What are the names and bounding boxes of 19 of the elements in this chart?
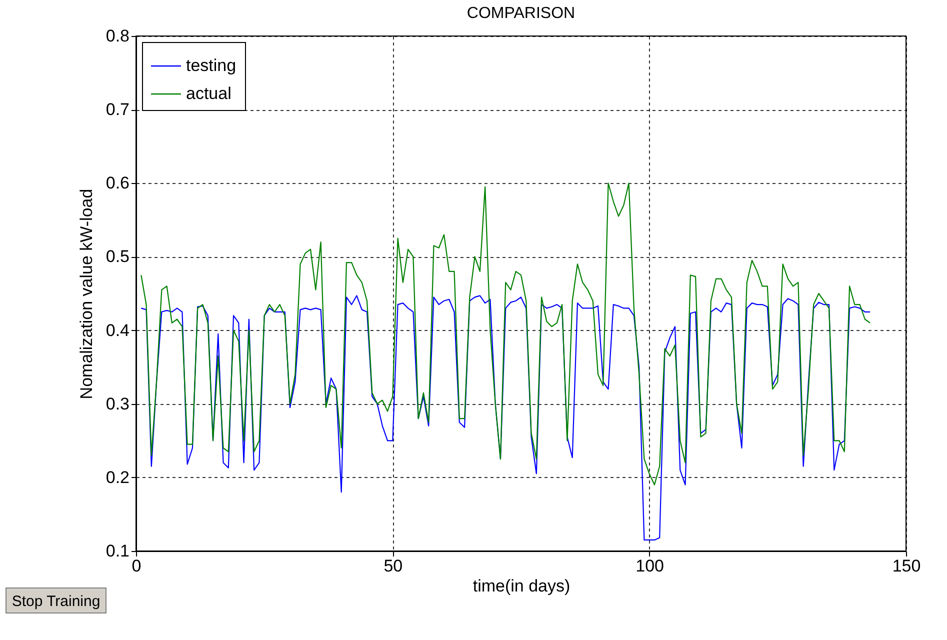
- text: Stop Training: [12, 593, 100, 610]
- x-axis-title: time(in days): [472, 576, 570, 596]
- y-axis-title: Nomalization value kW-load: [76, 188, 96, 400]
- y-tick-label: 0.2: [106, 468, 130, 487]
- y-tick-label: 0.6: [106, 174, 130, 193]
- y-tick-label: 0.7: [106, 100, 130, 120]
- line-series: [140, 182, 871, 486]
- legend-label: actual: [186, 84, 232, 103]
- y-tick-label: 0.3: [106, 394, 130, 414]
- chart-title: COMPARISON: [466, 5, 576, 22]
- legend-label: testing: [186, 56, 236, 75]
- x-tick-label: 100: [636, 556, 664, 576]
- x-tick-label: 150: [892, 556, 921, 576]
- x-tick-label: 50: [384, 556, 403, 576]
- x-tick-label: 0: [132, 556, 142, 576]
- y-tick-label: 0.8: [106, 26, 130, 46]
- y-tick-label: 0.5: [106, 247, 130, 266]
- y-tick-label: 0.1: [106, 542, 130, 560]
- y-tick-label: 0.4: [106, 320, 130, 340]
